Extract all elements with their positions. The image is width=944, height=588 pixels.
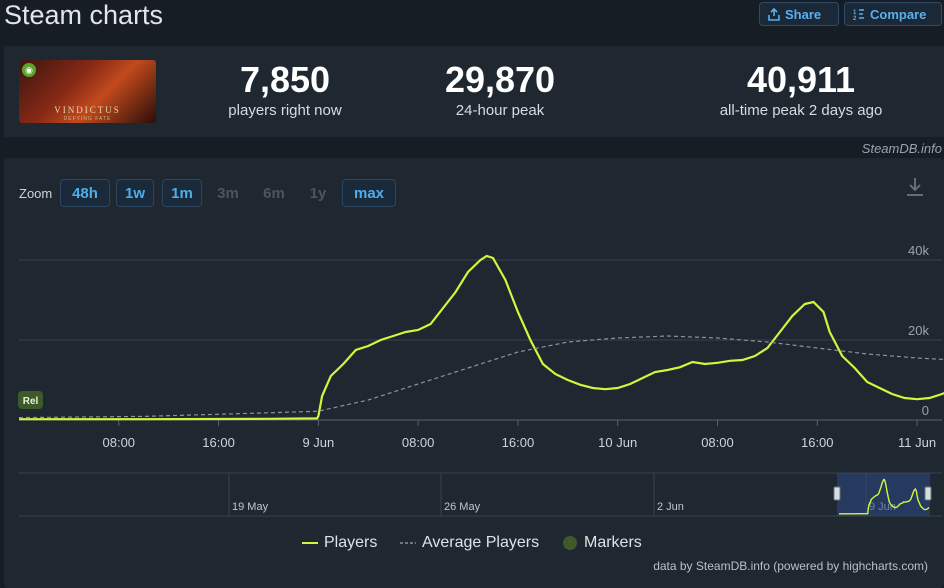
x-tick-label: 08:00: [402, 435, 435, 450]
navigator-label: 19 May: [232, 501, 269, 513]
zoom-max-button[interactable]: max: [342, 179, 396, 207]
legend-label: Players: [324, 534, 378, 551]
marker-rel-box: [18, 391, 43, 409]
navigator-series-line: [839, 478, 930, 515]
zoom-1w-button[interactable]: 1w: [116, 179, 154, 207]
legend-item-average-players[interactable]: Average Players: [400, 534, 539, 552]
stat-24h-peak: 29,870 24-hour peak: [395, 59, 605, 120]
x-tick-label: 16:00: [502, 435, 535, 450]
legend-markers-icon: [563, 536, 577, 550]
download-icon[interactable]: [904, 176, 926, 198]
page-title: Steam charts: [4, 0, 164, 30]
x-tick-label: 16:00: [202, 435, 235, 450]
series-average-line: [18, 335, 944, 419]
legend-label: Markers: [584, 534, 642, 551]
stats-bar: ◉ VINDICTUS DEFYING FATE 7,850 players r…: [4, 46, 944, 137]
x-tick-label: 16:00: [801, 435, 834, 450]
compare-icon: 12: [853, 8, 864, 21]
x-tick-label: 08:00: [701, 435, 734, 450]
zoom-1m-button[interactable]: 1m: [162, 179, 202, 207]
navigator-label: 26 May: [444, 501, 481, 513]
player-chart: 0 20k 40k 08:00 16:00 9 Jun 08:00 16:00 10 Jun 0…: [18, 243, 944, 517]
share-button[interactable]: Share: [759, 2, 839, 26]
navigator-label: 2 Jun: [657, 501, 684, 513]
zoom-3m-button: 3m: [217, 184, 239, 202]
stat-all-time-peak: 40,911 all-time peak 2 days ago: [696, 59, 906, 120]
y-tick-label: 0: [922, 403, 929, 418]
game-logo-sub: DEFYING FATE: [63, 116, 112, 122]
legend-label: Average Players: [422, 534, 540, 551]
steamdb-credit[interactable]: SteamDB.info: [861, 141, 942, 156]
stat-label: 24-hour peak: [455, 102, 545, 119]
svg-text:1: 1: [853, 10, 857, 16]
legend-item-markers[interactable]: Markers: [562, 534, 642, 552]
zoom-6m-button: 6m: [263, 184, 285, 202]
legend-line-average-icon: [400, 542, 416, 544]
x-tick-label: 9 Jun: [302, 435, 334, 450]
game-logo: VINDICTUS: [54, 105, 121, 115]
marker-rel-label: Rel: [23, 396, 39, 407]
zoom-1y-button: 1y: [309, 184, 327, 202]
game-thumbnail[interactable]: ◉ VINDICTUS DEFYING FATE: [19, 60, 156, 123]
share-icon: [768, 7, 780, 21]
stat-value: 29,870: [444, 59, 556, 100]
share-label: Share: [785, 6, 822, 22]
y-tick-label: 40k: [908, 243, 929, 258]
chart-panel: Zoom 48h 1w 1m 3m 6m 1y max 0 20k 40k 08:0…: [4, 158, 944, 588]
navigator-handle[interactable]: [833, 486, 841, 501]
legend-item-players[interactable]: Players: [302, 534, 377, 552]
x-tick-label: 10 Jun: [598, 435, 637, 450]
svg-text:2: 2: [853, 16, 857, 21]
x-tick-label: 11 Jun: [898, 435, 936, 450]
legend-line-players-icon: [302, 542, 318, 544]
stat-value: 40,911: [746, 59, 856, 100]
y-tick-label: 20k: [908, 323, 929, 338]
steam-badge-icon: ◉: [22, 63, 36, 77]
compare-label: Compare: [870, 6, 927, 22]
stat-label: all-time peak 2 days ago: [719, 102, 883, 119]
navigator-handle[interactable]: [924, 486, 932, 501]
zoom-48h-button[interactable]: 48h: [60, 179, 110, 207]
series-players-line: [19, 254, 944, 421]
x-tick-label: 08:00: [103, 435, 136, 450]
stat-label: players right now: [228, 102, 342, 119]
marker-rel: Rel: [18, 391, 43, 409]
zoom-label: Zoom: [19, 186, 53, 201]
chart-footer: data by SteamDB.info (powered by highcha…: [653, 559, 928, 573]
stat-value: 7,850: [239, 59, 331, 100]
stat-players-now: 7,850 players right now: [180, 59, 390, 120]
